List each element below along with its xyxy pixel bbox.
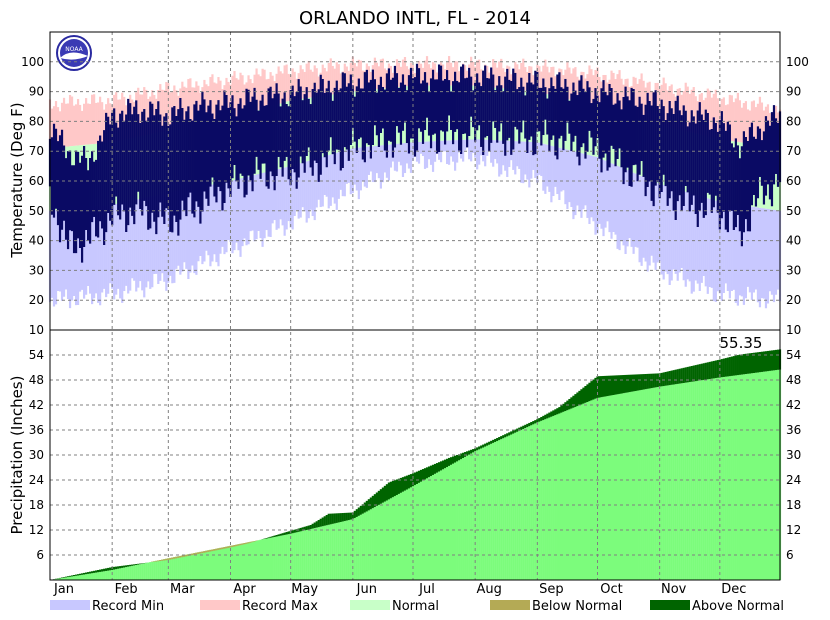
- temperature-tick-label-right: 50: [786, 204, 801, 218]
- temperature-tick-label-right: 90: [786, 85, 801, 99]
- precipitation-tick-label-left: 6: [36, 548, 44, 562]
- precipitation-tick-label-left: 30: [29, 448, 44, 462]
- chart-title: ORLANDO INTL, FL - 2014: [299, 8, 531, 29]
- chart-frame: [49, 31, 781, 581]
- legend-swatch: [650, 600, 690, 610]
- precipitation-tick-label-right: 24: [786, 473, 801, 487]
- precipitation-tick-label-left: 54: [29, 348, 44, 362]
- legend-label: Below Normal: [532, 599, 622, 614]
- legend-label: Record Min: [92, 599, 164, 614]
- legend-item: Below Normal: [490, 599, 622, 614]
- temperature-tick-label-left: 30: [29, 263, 44, 277]
- noaa-logo-text: NOAA: [65, 46, 83, 53]
- precipitation-tick-label-right: 30: [786, 448, 801, 462]
- temperature-tick-label-left: 70: [29, 144, 44, 158]
- precipitation-tick-label-left: 36: [29, 423, 44, 437]
- legend-label: Above Normal: [692, 599, 784, 614]
- tick-labels: 10 10 20 20 30 30 40 40 50 50 60 60 70 70 80 80 90 90 100 1…: [21, 55, 809, 597]
- legend-item: Record Max: [200, 599, 318, 614]
- legend-swatch: [50, 600, 90, 610]
- temperature-tick-label-right: 100: [786, 55, 809, 69]
- month-label: Oct: [600, 582, 622, 597]
- temperature-tick-label-right: 70: [786, 144, 801, 158]
- precipitation-tick-label-right: 6: [786, 548, 794, 562]
- legend-item: Above Normal: [650, 599, 784, 614]
- legend-label: Record Max: [242, 599, 318, 614]
- temperature-tick-label-left: 40: [29, 234, 44, 248]
- month-label: Nov: [661, 582, 687, 597]
- legend-swatch: [200, 600, 240, 610]
- month-label: Jun: [356, 582, 377, 597]
- noaa-logo-bird: [60, 52, 88, 60]
- precipitation-tick-label-right: 36: [786, 423, 801, 437]
- temperature-tick-label-right: 40: [786, 234, 801, 248]
- temperature-tick-label-left: 60: [29, 174, 44, 188]
- month-label: Aug: [476, 582, 501, 597]
- month-label: Jan: [53, 582, 74, 597]
- precipitation-tick-label-left: 48: [29, 373, 44, 387]
- precipitation-tick-label-right: 18: [786, 498, 801, 512]
- legend-item: Record Min: [50, 599, 164, 614]
- precipitation-tick-label-left: 24: [29, 473, 44, 487]
- temperature-tick-label-right: 60: [786, 174, 801, 188]
- temperature-tick-label-right: 20: [786, 293, 801, 307]
- observed-temperature: [48, 63, 782, 263]
- precipitation-tick-label-right: 12: [786, 523, 801, 537]
- temperature-axis-label: Temperature (Deg F): [8, 102, 26, 258]
- month-label: Jul: [418, 582, 435, 597]
- legend-item: Normal: [350, 599, 439, 614]
- temperature-tick-label-right: 30: [786, 263, 801, 277]
- precipitation-panel: [50, 349, 782, 580]
- month-label: May: [291, 582, 318, 597]
- temperature-tick-label-left: 20: [29, 293, 44, 307]
- legend-label: Normal: [392, 599, 439, 614]
- precipitation-tick-label-right: 42: [786, 398, 801, 412]
- grid: [50, 32, 780, 580]
- temperature-tick-label-left: 10: [29, 323, 44, 337]
- precipitation-total-label: 55.35: [720, 334, 763, 352]
- precipitation-tick-label-right: 54: [786, 348, 801, 362]
- precipitation-tick-label-right: 48: [786, 373, 801, 387]
- legend-swatch: [490, 600, 530, 610]
- temperature-tick-label-left: 100: [21, 55, 44, 69]
- month-label: Sep: [539, 582, 564, 597]
- precipitation-axis-label: Precipitation (Inches): [8, 376, 26, 535]
- temperature-tick-label-left: 80: [29, 114, 44, 128]
- precipitation-tick-label-left: 18: [29, 498, 44, 512]
- precipitation-bars: [50, 349, 782, 580]
- temperature-tick-label-right: 80: [786, 114, 801, 128]
- precipitation-tick-label-left: 12: [29, 523, 44, 537]
- noaa-logo: NOAA: [56, 35, 92, 71]
- month-label: Mar: [170, 582, 195, 597]
- legend: Record Min Record Max Normal Below Normal Ab…: [50, 599, 784, 614]
- temperature-tick-label-left: 50: [29, 204, 44, 218]
- precipitation-tick-label-left: 42: [29, 398, 44, 412]
- month-label: Apr: [233, 582, 256, 597]
- month-label: Feb: [115, 582, 138, 597]
- temperature-tick-label-left: 90: [29, 85, 44, 99]
- temperature-tick-label-right: 10: [786, 323, 801, 337]
- month-label: Dec: [721, 582, 746, 597]
- plot-border: [49, 31, 781, 581]
- legend-swatch: [350, 600, 390, 610]
